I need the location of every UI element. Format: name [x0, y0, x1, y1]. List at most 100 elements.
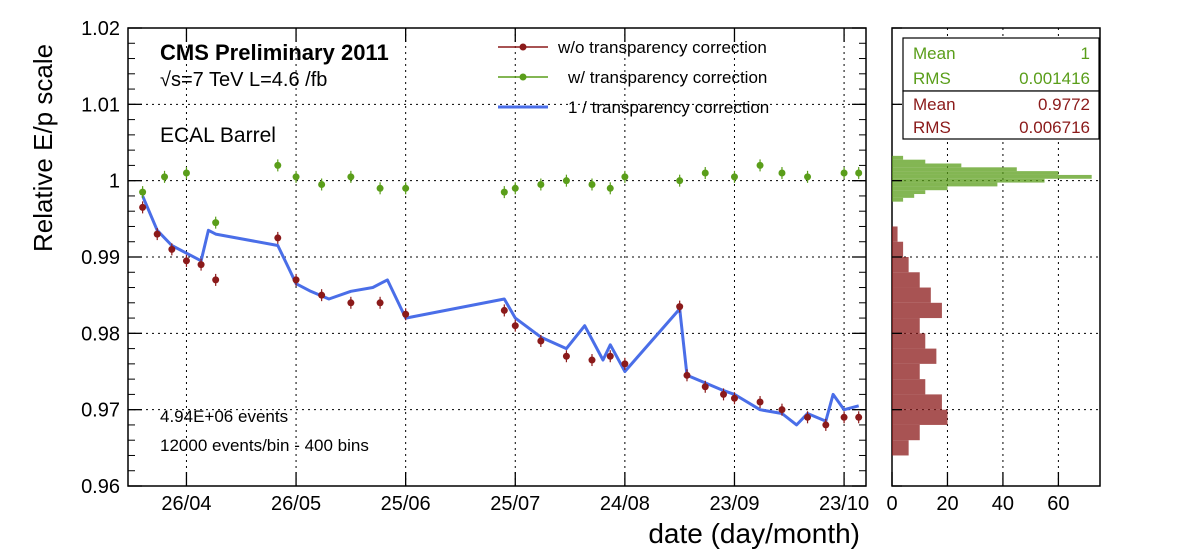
- hist-bar-without-correction: [892, 272, 920, 288]
- energy-label: √s=7 TeV L=4.6 /fb: [160, 69, 327, 91]
- legend-label-w: w/ transparency correction: [567, 68, 767, 87]
- hist-bar-without-correction: [892, 440, 909, 456]
- point-with-correction: [318, 180, 326, 188]
- hist-bar-with-correction: [892, 190, 926, 195]
- y-axis-label: Relative E/p scale: [28, 44, 58, 252]
- point-with-correction: [606, 184, 614, 192]
- point-without-correction: [292, 276, 300, 284]
- hist-bar-without-correction: [892, 363, 920, 380]
- point-without-correction: [153, 230, 161, 238]
- point-with-correction: [676, 177, 684, 185]
- hist-bar-without-correction: [892, 409, 948, 425]
- point-without-correction: [182, 257, 190, 265]
- point-without-correction: [402, 310, 410, 318]
- point-without-correction: [168, 245, 176, 253]
- point-without-correction: [778, 406, 786, 414]
- point-with-correction: [161, 173, 169, 181]
- main-series: [139, 159, 863, 431]
- point-without-correction: [676, 303, 684, 311]
- point-without-correction: [822, 421, 830, 429]
- stats-red-mean-value: 0.9772: [1038, 95, 1090, 114]
- point-with-correction: [212, 219, 220, 227]
- point-without-correction: [139, 203, 147, 211]
- point-with-correction: [804, 173, 812, 181]
- hist-bar-without-correction: [892, 287, 931, 303]
- y-tick-label: 1.01: [81, 94, 120, 116]
- y-tick-label: 0.97: [81, 400, 120, 422]
- hist-x-tick-label: 60: [1047, 493, 1069, 515]
- point-without-correction: [621, 360, 629, 368]
- stats-green-mean-value: 1: [1081, 44, 1090, 63]
- y-tick-label: 1: [109, 171, 120, 193]
- stats-green-rms-value: 0.001416: [1019, 69, 1090, 88]
- point-without-correction: [730, 394, 738, 402]
- point-without-correction: [683, 371, 691, 379]
- hist-bar-without-correction: [892, 379, 926, 395]
- legend-dot-w: [519, 73, 527, 81]
- x-tick-label: 23/09: [709, 493, 759, 515]
- histogram-axes: 0 20 40 60: [886, 27, 1070, 515]
- point-with-correction: [511, 184, 519, 192]
- hist-bar-with-correction: [892, 167, 1017, 172]
- point-with-correction: [139, 188, 147, 196]
- x-tick-label: 26/04: [161, 493, 211, 515]
- hist-bar-without-correction: [892, 333, 926, 349]
- hist-bar-with-correction: [892, 186, 948, 191]
- point-without-correction: [606, 352, 614, 360]
- events-label: 4.94E+06 events: [160, 407, 288, 426]
- stats-green-rms-label: RMS: [913, 69, 951, 88]
- hist-bar-with-correction: [892, 171, 1059, 175]
- point-with-correction: [376, 184, 384, 192]
- point-with-correction: [778, 169, 786, 177]
- hist-bar-without-correction: [892, 257, 909, 273]
- point-without-correction: [855, 413, 863, 421]
- hist-bar-without-correction: [892, 302, 942, 319]
- point-with-correction: [756, 161, 764, 169]
- stats-red-rms-value: 0.006716: [1019, 118, 1090, 137]
- point-without-correction: [588, 356, 596, 364]
- point-without-correction: [756, 398, 764, 406]
- main-axes: 0.96 0.97 0.98 0.99 1 1.01 1.02 26/04 26/05 25/06…: [81, 18, 869, 515]
- y-tick-label: 0.98: [81, 323, 120, 345]
- legend-label-corr: 1 / transparency correction: [568, 98, 769, 117]
- point-without-correction: [511, 322, 519, 330]
- point-with-correction: [292, 173, 300, 181]
- point-with-correction: [500, 188, 508, 196]
- binning-label: 12000 events/bin - 400 bins: [160, 436, 369, 455]
- point-without-correction: [318, 291, 326, 299]
- y-tick-label: 0.96: [81, 476, 120, 498]
- point-with-correction: [621, 173, 629, 181]
- point-without-correction: [562, 352, 570, 360]
- region-label: ECAL Barrel: [160, 124, 276, 147]
- hist-bar-without-correction: [892, 394, 942, 410]
- hist-bar-with-correction: [892, 182, 998, 187]
- point-without-correction: [212, 276, 220, 284]
- hist-x-tick-label: 20: [936, 493, 958, 515]
- hist-bar-with-correction: [892, 159, 926, 164]
- legend: w/o transparency correction w/ transpare…: [498, 38, 769, 117]
- series-line-transparency: [141, 195, 860, 427]
- point-with-correction: [347, 173, 355, 181]
- y-tick-label: 0.99: [81, 247, 120, 269]
- point-with-correction: [588, 180, 596, 188]
- point-without-correction: [537, 337, 545, 345]
- hist-bar-without-correction: [892, 318, 920, 334]
- x-tick-label: 26/05: [271, 493, 321, 515]
- point-with-correction: [537, 180, 545, 188]
- point-without-correction: [500, 306, 508, 314]
- stats-green-mean-label: Mean: [913, 44, 956, 63]
- stats-red-rms-label: RMS: [913, 118, 951, 137]
- hist-bar-without-correction: [892, 348, 937, 364]
- hist-x-tick-label: 0: [886, 493, 897, 515]
- hist-bar-with-correction: [892, 178, 1045, 183]
- hist-bar-without-correction: [892, 226, 898, 242]
- hist-bar-with-correction: [892, 174, 1092, 179]
- stats-box-red: Mean 0.9772 RMS 0.006716: [902, 90, 1100, 140]
- x-tick-label: 25/07: [490, 493, 540, 515]
- x-tick-label: 25/06: [381, 493, 431, 515]
- experiment-label: CMS Preliminary 2011: [160, 40, 389, 65]
- x-tick-label: 24/08: [600, 493, 650, 515]
- legend-label-wo: w/o transparency correction: [557, 38, 767, 57]
- hist-bar-without-correction: [892, 241, 904, 257]
